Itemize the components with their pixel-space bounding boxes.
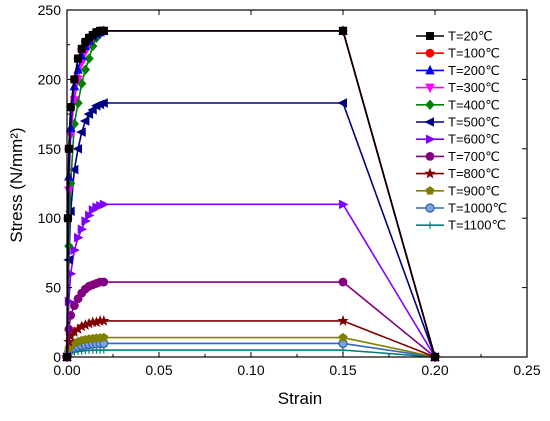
plot-area: [61, 25, 441, 363]
data-point: [99, 26, 108, 35]
data-point: [98, 314, 110, 326]
y-tick-label: 0: [53, 349, 61, 365]
legend-label: T=400℃: [448, 97, 500, 112]
y-tick-label: 150: [38, 141, 62, 157]
series-line: [66, 30, 436, 358]
legend-label: T=600℃: [448, 132, 500, 147]
legend-marker: [425, 186, 435, 195]
series-line: [66, 203, 436, 358]
data-point: [74, 232, 84, 243]
data-point: [79, 116, 90, 126]
series-line: [66, 30, 436, 358]
series-3: [62, 26, 440, 363]
data-point: [64, 324, 74, 334]
data-point: [69, 301, 79, 311]
legend-marker: [425, 134, 436, 144]
data-point: [99, 199, 110, 210]
data-point: [70, 245, 80, 255]
x-tick-label: 0.25: [513, 362, 540, 378]
legend-item: T=400℃: [416, 97, 500, 112]
data-point: [74, 54, 83, 63]
legend-marker: [425, 32, 434, 41]
series-4: [62, 25, 440, 363]
axes: 0.00 0.05 0.10 0.15 0.20 0.25 0 50 100 150 200 250: [38, 2, 541, 378]
data-point: [338, 277, 348, 287]
data-point: [84, 53, 94, 64]
data-point: [87, 105, 97, 115]
legend-label: T=1000℃: [448, 201, 507, 216]
legend-marker: [426, 221, 434, 229]
legend-item: T=700℃: [416, 149, 500, 164]
series-line: [66, 30, 436, 358]
data-point: [77, 224, 88, 235]
legend-label: T=20℃: [448, 29, 493, 44]
x-tick-label: 0.10: [237, 362, 264, 378]
legend-item: T=20℃: [416, 29, 493, 44]
legend-marker: [425, 83, 435, 94]
y-tick-label: 100: [38, 210, 62, 226]
data-point: [337, 314, 349, 326]
data-point: [66, 103, 75, 112]
data-point: [338, 332, 348, 342]
legend-label: T=500℃: [448, 115, 500, 130]
data-point: [338, 26, 347, 35]
data-point: [99, 277, 109, 287]
legend-marker: [425, 99, 435, 111]
legend-label: T=200℃: [448, 63, 500, 78]
series-5: [61, 98, 440, 362]
series-2: [62, 25, 440, 362]
series-line: [66, 320, 436, 358]
data-point: [83, 109, 94, 119]
series-line: [66, 102, 436, 358]
data-point: [69, 80, 80, 91]
data-point: [99, 332, 109, 342]
legend-marker: [425, 64, 435, 75]
legend-item: T=300℃: [416, 80, 500, 95]
y-tick-label: 250: [38, 2, 62, 18]
data-point: [98, 98, 108, 108]
series-line: [66, 30, 436, 358]
legend-marker: [425, 151, 435, 161]
data-point: [338, 199, 349, 210]
data-point: [76, 127, 86, 137]
legend: T=20℃ T=100℃ T=200℃ T=300℃ T=400℃ T=500℃ T=600…: [416, 29, 507, 233]
data-point: [80, 64, 91, 75]
legend-item: T=600℃: [416, 132, 500, 147]
legend-item: T=500℃: [416, 115, 500, 130]
legend-item: T=1000℃: [416, 201, 507, 216]
legend-item: T=800℃: [416, 166, 500, 181]
legend-label: T=900℃: [448, 183, 500, 198]
x-tick-label: 0.20: [421, 362, 448, 378]
legend-item: T=900℃: [416, 183, 500, 198]
y-tick-label: 50: [45, 280, 61, 296]
legend-marker: [425, 203, 435, 213]
data-point: [68, 164, 79, 175]
series-line: [66, 30, 436, 358]
legend-item: T=100℃: [416, 46, 500, 61]
legend-label: T=300℃: [448, 80, 500, 95]
y-axis-title: Stress (N/mm²): [7, 127, 26, 242]
legend-label: T=1100℃: [448, 218, 506, 233]
series-0: [63, 26, 439, 361]
legend-label: T=800℃: [448, 166, 500, 181]
legend-label: T=700℃: [448, 149, 500, 164]
x-tick-label: 0.05: [145, 362, 172, 378]
legend-label: T=100℃: [448, 46, 500, 61]
data-point: [337, 98, 348, 108]
data-point: [77, 44, 86, 53]
data-point: [72, 144, 83, 154]
data-point: [65, 122, 76, 132]
legend-item: T=200℃: [416, 63, 500, 78]
legend-marker: [424, 117, 435, 127]
y-tick-label: 200: [38, 71, 62, 87]
legend-marker: [424, 167, 436, 179]
x-tick-label: 0.00: [53, 362, 80, 378]
x-tick-label: 0.15: [329, 362, 356, 378]
series-1: [62, 26, 440, 362]
x-axis-title: Strain: [278, 389, 322, 408]
legend-marker: [425, 48, 435, 58]
legend-item: T=1100℃: [416, 218, 506, 233]
